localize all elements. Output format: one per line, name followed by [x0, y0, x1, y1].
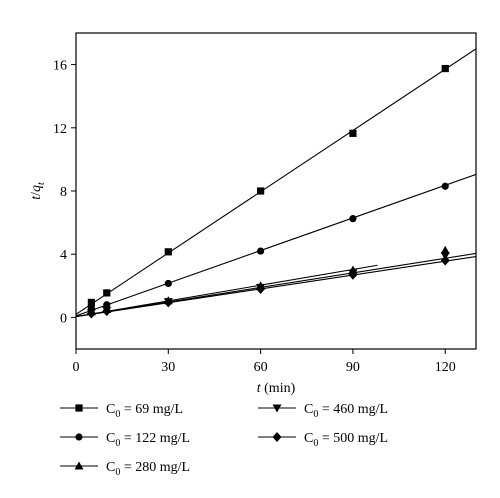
data-point-series-2	[103, 301, 111, 309]
data-point-series-5	[163, 297, 173, 308]
data-point-series-1	[87, 298, 95, 306]
legend-marker	[272, 404, 282, 413]
x-tick-label: 120	[435, 360, 456, 375]
data-point-series-1	[164, 248, 172, 256]
legend: C0 = 69 mg/L C0 = 122 mg/L C0 = 280 mg/L C0…	[60, 402, 388, 478]
legend-label: C0 = 460 mg/L	[304, 402, 388, 420]
legend-marker	[75, 433, 83, 441]
x-tick-label: 0	[73, 360, 80, 375]
data-point-series-2	[164, 279, 172, 288]
legend-label: C0 = 69 mg/L	[106, 402, 183, 420]
legend-label: C0 = 122 mg/L	[106, 431, 190, 449]
legend-item: C0 = 280 mg/L	[60, 460, 190, 478]
y-tick-label: 8	[60, 185, 67, 200]
data-point-series-2	[257, 247, 265, 255]
legend-item: C0 = 460 mg/L	[258, 402, 388, 420]
x-axis-title: t (min)	[257, 381, 296, 396]
legend-label: C0 = 280 mg/L	[106, 460, 190, 478]
x-tick-label: 30	[161, 360, 175, 375]
y-tick-label: 12	[53, 122, 67, 137]
plot-frame	[75, 32, 477, 350]
legend-marker	[75, 404, 83, 412]
data-point-series-1	[103, 289, 111, 297]
data-point-series-5	[86, 308, 96, 319]
fit-line-series-2	[76, 173, 476, 317]
axes: 0 30 60 90 120 0 4 8 12 16 t (min) t/qt	[29, 32, 477, 396]
legend-label: C0 = 500 mg/L	[304, 431, 388, 449]
fit-line-series-3	[76, 264, 378, 318]
data-point-series-5	[440, 255, 450, 266]
legend-item: C0 = 69 mg/L	[60, 402, 183, 420]
y-axis-title: t/qt	[29, 182, 47, 200]
legend-marker	[272, 432, 282, 442]
y-tick-label: 4	[60, 248, 67, 263]
y-tick-label: 16	[53, 59, 67, 74]
legend-item: C0 = 122 mg/L	[60, 431, 190, 449]
data-point-series-5	[102, 306, 112, 317]
fit-line-series-1	[76, 48, 476, 315]
data-point-series-1	[441, 64, 449, 73]
data-point-series-2	[441, 182, 449, 190]
plot-area	[76, 48, 476, 319]
data-point-series-3	[440, 245, 450, 254]
y-tick-label: 0	[60, 311, 67, 326]
legend-item: C0 = 500 mg/L	[258, 431, 388, 449]
legend-marker	[74, 461, 84, 470]
data-point-series-2	[349, 215, 357, 223]
data-point-series-5	[348, 269, 358, 280]
fit-line-series-5	[76, 256, 476, 318]
data-point-series-1	[257, 187, 265, 195]
x-tick-label: 90	[346, 360, 360, 375]
data-point-series-5	[256, 283, 266, 294]
x-tick-label: 60	[254, 360, 268, 375]
data-point-series-1	[349, 129, 357, 137]
